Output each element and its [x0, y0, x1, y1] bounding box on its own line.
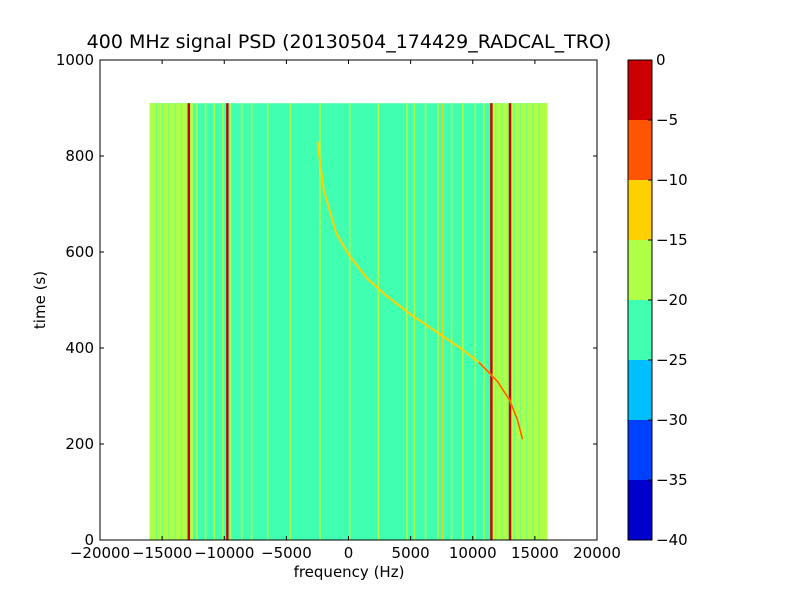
carrier-line-23 — [483, 103, 485, 540]
band-texture-0--14500 — [168, 103, 170, 540]
colorbar-tick-label-2: −10 — [656, 171, 688, 189]
carrier-line-1 — [191, 103, 193, 540]
carrier-line-16 — [413, 103, 416, 540]
x-tick-label-3: −5000 — [261, 544, 312, 562]
band-texture-0--13000 — [186, 103, 189, 540]
colorbar-segment-2 — [628, 360, 652, 420]
colorbar-tick-label-4: −20 — [656, 291, 688, 309]
colorbar-tick-label-1: −5 — [656, 111, 678, 129]
carrier-line-9 — [250, 103, 253, 540]
x-tick-label-2: −10000 — [194, 544, 254, 562]
carrier-line-8 — [240, 103, 243, 540]
carrier-line-17 — [424, 103, 427, 540]
x-tick-label-8: 20000 — [573, 544, 621, 562]
x-tick-label-4: 0 — [344, 544, 354, 562]
y-tick-label-4: 800 — [65, 147, 94, 165]
carrier-line-15 — [406, 103, 408, 540]
colorbar-tick-label-8: −40 — [656, 531, 688, 549]
x-axis-label: frequency (Hz) — [294, 563, 405, 581]
band-texture-0--14000 — [174, 103, 176, 540]
colorbar-segment-7 — [628, 60, 652, 120]
carrier-line-22 — [474, 103, 477, 540]
colorbar-tick-label-5: −25 — [656, 351, 688, 369]
carrier-line-24 — [490, 103, 493, 540]
band-texture-1-12300 — [501, 103, 503, 540]
sweep-curve-hot-segment — [478, 361, 524, 440]
y-tick-label-3: 600 — [65, 243, 94, 261]
band-texture-1-15300 — [538, 103, 540, 540]
spectrogram-background — [149, 103, 548, 540]
colorbar-segment-3 — [628, 300, 652, 360]
colorbar-tick-label-7: −35 — [656, 471, 688, 489]
carrier-line-25 — [496, 103, 499, 540]
carrier-line-26 — [508, 103, 512, 540]
x-tick-label-0: −20000 — [70, 544, 130, 562]
carrier-line-21 — [462, 103, 464, 540]
colorbar-segment-5 — [628, 180, 652, 240]
y-tick-label-5: 1000 — [56, 51, 94, 69]
carrier-line-18 — [437, 103, 439, 540]
carrier-line-19 — [442, 103, 444, 540]
carrier-line-20 — [450, 103, 453, 540]
carrier-line-2 — [196, 103, 198, 540]
y-tick-label-1: 200 — [65, 435, 94, 453]
band-texture-0--15000 — [162, 103, 164, 540]
plot-area — [99, 59, 598, 541]
x-tick-label-5: 5000 — [392, 544, 430, 562]
colorbar-tick-label-0: 0 — [656, 51, 666, 69]
band-texture-1-14300 — [526, 103, 528, 540]
carrier-line-3 — [204, 103, 207, 540]
carrier-line-4 — [213, 103, 216, 540]
colorbar-tick-label-3: −15 — [656, 231, 688, 249]
carrier-line-11 — [289, 103, 291, 540]
band-texture-0--13500 — [180, 103, 182, 540]
x-tick-label-6: 10000 — [449, 544, 497, 562]
colorbar-axis: 0 −5 −10 −15 −20 −25 −30 −35 −40 — [648, 51, 688, 549]
carrier-line-0 — [187, 103, 191, 540]
carrier-line-5 — [222, 103, 224, 540]
colorbar-tick-label-6: −30 — [656, 411, 688, 429]
y-axis: 0 200 400 600 800 1000 — [56, 51, 597, 549]
chart-title: 400 MHz signal PSD (20130504_174429_RADC… — [87, 31, 612, 53]
carrier-line-14 — [377, 103, 380, 540]
carrier-line-10 — [266, 103, 269, 540]
carrier-line-12 — [319, 103, 321, 540]
colorbar-segment-0 — [628, 480, 652, 540]
carrier-line-6 — [226, 103, 229, 540]
band-texture-0--15500 — [155, 103, 158, 540]
y-tick-label-2: 400 — [65, 339, 94, 357]
x-tick-label-7: 15000 — [511, 544, 559, 562]
band-texture-1-13300 — [513, 103, 515, 540]
colorbar-segment-4 — [628, 240, 652, 300]
y-tick-label-0: 0 — [84, 531, 94, 549]
side-band-1 — [491, 103, 548, 540]
carrier-line-13 — [348, 103, 351, 540]
band-texture-1-14800 — [532, 103, 534, 540]
x-tick-label-1: −15000 — [132, 544, 192, 562]
band-texture-1-13800 — [519, 103, 522, 540]
carrier-line-7 — [229, 103, 232, 540]
colorbar-segment-6 — [628, 120, 652, 180]
colorbar — [627, 59, 653, 541]
band-texture-1-11800 — [495, 103, 497, 540]
band-texture-1-12800 — [507, 103, 509, 540]
y-axis-label: time (s) — [31, 271, 49, 329]
colorbar-segment-1 — [628, 420, 652, 480]
x-axis: −20000 −15000 −10000 −5000 0 5000 10000 15000 20… — [70, 60, 621, 562]
